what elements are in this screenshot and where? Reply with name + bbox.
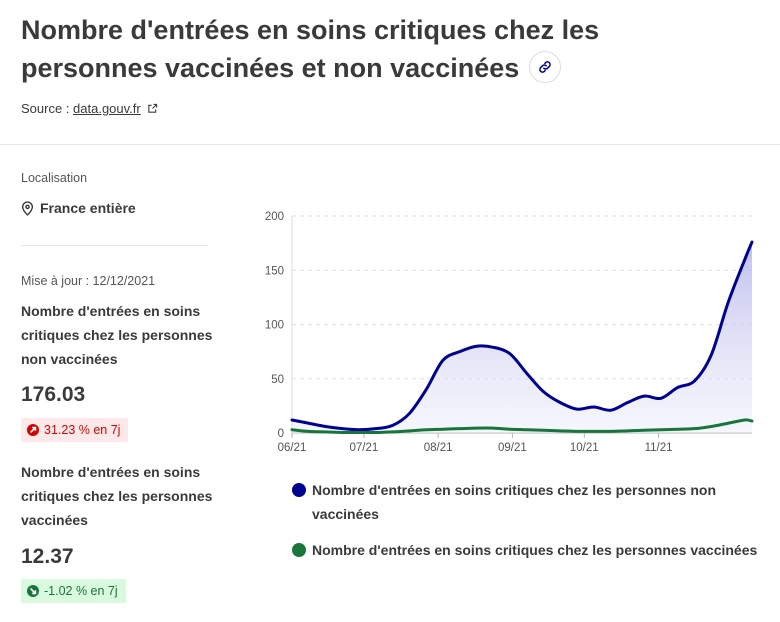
arrow-up-right-icon: [27, 424, 39, 436]
page-title: Nombre d'entrées en soins critiques chez…: [21, 11, 661, 87]
x-tick-label-2: 08/21: [424, 442, 453, 454]
indicator-vaccinated-label: Nombre d'entrées en soins critiques chez…: [21, 464, 213, 528]
source-prefix: Source :: [21, 101, 74, 116]
y-tick-label-2: 100: [265, 320, 284, 332]
line-chart: 0 50 100 150 200 06/21 07/21 08/21 09/21 10/21 11/…: [265, 211, 754, 454]
series-area-0: [292, 242, 752, 433]
source-line: Source : data.gouv.fr: [21, 101, 158, 116]
indicator-unvaccinated-value: 176.03: [21, 383, 86, 406]
y-tick-label-3: 150: [265, 265, 284, 277]
series-line-1: [290, 418, 754, 434]
series-line-0: [290, 240, 754, 432]
location-value-text: France entière: [40, 200, 136, 216]
page-title-text: Nombre d'entrées en soins critiques chez…: [21, 15, 600, 83]
indicator-vaccinated-badge: -1.02 % en 7j: [21, 579, 126, 603]
x-tick-label-4: 10/21: [570, 442, 599, 454]
source-link-text: data.gouv.fr: [73, 101, 141, 116]
external-link-icon: [148, 103, 158, 113]
arrow-down-right-icon: [27, 585, 39, 597]
map-pin-icon: [21, 200, 34, 216]
x-tick-label-1: 07/21: [349, 442, 378, 454]
x-tick-label-5: 11/21: [645, 442, 673, 454]
update-date: Mise à jour : 12/12/2021: [21, 274, 156, 288]
indicator-vaccinated-change: -1.02 % en 7j: [44, 584, 118, 598]
legend-swatch-vaccinated: [292, 543, 306, 557]
header-divider: [0, 144, 780, 145]
y-tick-label-0: 0: [278, 428, 284, 440]
indicator-unvaccinated-label: Nombre d'entrées en soins critiques chez…: [21, 303, 213, 367]
legend-swatch-unvaccinated: [292, 483, 306, 497]
sidebar-divider: [21, 245, 208, 246]
copy-link-button[interactable]: [529, 50, 562, 83]
location-label: Localisation: [21, 171, 88, 185]
x-tick-label-3: 09/21: [498, 442, 527, 454]
y-tick-label-1: 50: [271, 374, 284, 386]
x-tick-label-0: 06/21: [278, 442, 307, 454]
y-tick-label-4: 200: [265, 211, 284, 223]
legend-item-vaccinated: Nombre d'entrées en soins critiques chez…: [292, 538, 772, 562]
legend-label-vaccinated: Nombre d'entrées en soins critiques chez…: [312, 542, 758, 558]
link-icon: [539, 61, 552, 73]
indicator-vaccinated-value: 12.37: [21, 545, 74, 568]
location-value: France entière: [21, 200, 136, 216]
source-link[interactable]: data.gouv.fr: [73, 101, 141, 116]
legend-item-unvaccinated: Nombre d'entrées en soins critiques chez…: [292, 478, 772, 526]
legend-label-unvaccinated: Nombre d'entrées en soins critiques chez…: [312, 482, 716, 522]
indicator-unvaccinated-change: 31.23 % en 7j: [44, 423, 121, 437]
indicator-unvaccinated-badge: 31.23 % en 7j: [21, 418, 129, 442]
